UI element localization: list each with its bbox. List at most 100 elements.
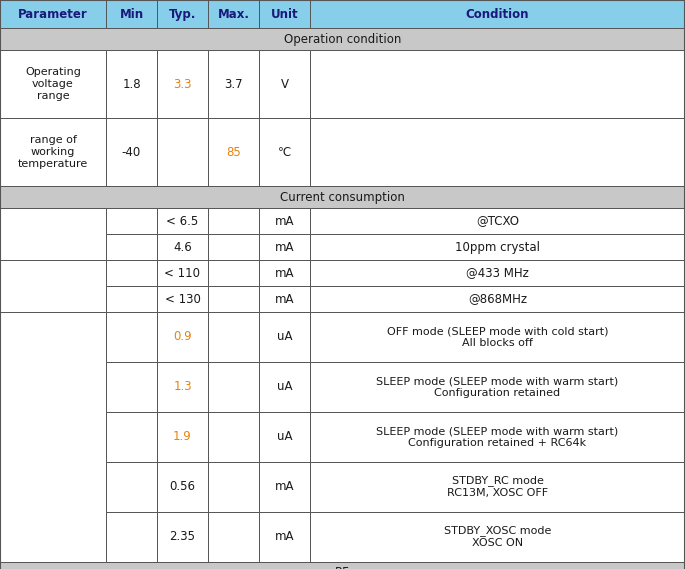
Bar [157, 234, 208, 260]
Text: Operating
voltage
range: Operating voltage range [25, 67, 81, 101]
Bar [208, 50, 259, 118]
Text: mA: mA [275, 480, 295, 493]
Text: 4.6: 4.6 [173, 241, 192, 254]
Bar [208, 362, 259, 412]
Bar [259, 462, 310, 512]
Bar [259, 412, 310, 462]
Bar [259, 234, 310, 260]
Bar [157, 208, 208, 234]
Bar [106, 512, 157, 562]
Text: Operation condition: Operation condition [284, 32, 401, 46]
Text: V: V [280, 77, 288, 90]
Text: @433 MHz: @433 MHz [466, 266, 529, 279]
Text: mA: mA [275, 530, 295, 543]
Bar [310, 286, 685, 312]
Bar [310, 50, 685, 118]
Bar [208, 208, 259, 234]
Text: < 6.5: < 6.5 [166, 215, 199, 228]
Bar [106, 234, 157, 260]
Text: -40: -40 [122, 146, 141, 159]
Bar [259, 362, 310, 412]
Text: ℃: ℃ [278, 146, 291, 159]
Text: @868MHz: @868MHz [468, 292, 527, 306]
Text: Sleep current: Sleep current [13, 431, 92, 443]
Text: STDBY_RC mode
RC13M, XOSC OFF: STDBY_RC mode RC13M, XOSC OFF [447, 476, 548, 498]
Bar [208, 462, 259, 512]
Text: SLEEP mode (SLEEP mode with warm start)
Configuration retained + RC64k: SLEEP mode (SLEEP mode with warm start) … [376, 426, 619, 448]
Text: mA: mA [275, 266, 295, 279]
Bar [259, 0, 310, 28]
Text: Max.: Max. [218, 7, 249, 20]
Text: 1.9: 1.9 [173, 431, 192, 443]
Bar [310, 512, 685, 562]
Text: range of
working
temperature: range of working temperature [18, 135, 88, 170]
Bar [0, 28, 685, 50]
Bar [157, 362, 208, 412]
Text: Condition: Condition [466, 7, 530, 20]
Text: 1.8: 1.8 [122, 77, 141, 90]
Text: Typ.: Typ. [169, 7, 196, 20]
Bar [106, 312, 157, 362]
Text: @TCXO: @TCXO [476, 215, 519, 228]
Bar [259, 118, 310, 186]
Bar [310, 362, 685, 412]
Text: SLEEP mode (SLEEP mode with warm start)
Configuration retained: SLEEP mode (SLEEP mode with warm start) … [376, 376, 619, 398]
Bar [0, 208, 106, 260]
Bar [310, 462, 685, 512]
Text: 1.3: 1.3 [173, 381, 192, 394]
Text: Unit: Unit [271, 7, 298, 20]
Bar [106, 286, 157, 312]
Bar [157, 286, 208, 312]
Bar [259, 50, 310, 118]
Text: 0.56: 0.56 [169, 480, 195, 493]
Text: TX current: TX current [22, 279, 84, 292]
Text: 85: 85 [226, 146, 241, 159]
Bar [106, 0, 157, 28]
Bar [106, 208, 157, 234]
Text: 3.7: 3.7 [224, 77, 242, 90]
Text: STDBY_XOSC mode
XOSC ON: STDBY_XOSC mode XOSC ON [444, 526, 551, 549]
Bar [259, 208, 310, 234]
Bar [157, 260, 208, 286]
Bar [0, 186, 685, 208]
Bar [157, 462, 208, 512]
Bar [157, 312, 208, 362]
Bar [310, 260, 685, 286]
Bar [259, 512, 310, 562]
Bar [310, 0, 685, 28]
Bar [157, 118, 208, 186]
Bar [208, 512, 259, 562]
Bar [157, 412, 208, 462]
Bar [0, 50, 106, 118]
Bar [106, 462, 157, 512]
Bar [106, 362, 157, 412]
Text: Min: Min [119, 7, 144, 20]
Bar [0, 0, 106, 28]
Text: uA: uA [277, 381, 292, 394]
Bar [208, 0, 259, 28]
Bar [259, 260, 310, 286]
Bar [310, 312, 685, 362]
Bar [208, 234, 259, 260]
Text: Current consumption: Current consumption [280, 191, 405, 204]
Bar [208, 260, 259, 286]
Bar [310, 208, 685, 234]
Bar [310, 234, 685, 260]
Bar [208, 312, 259, 362]
Text: Parameter: Parameter [18, 7, 88, 20]
Text: 10ppm crystal: 10ppm crystal [455, 241, 540, 254]
Bar [106, 412, 157, 462]
Text: mA: mA [275, 292, 295, 306]
Text: mA: mA [275, 241, 295, 254]
Text: 0.9: 0.9 [173, 331, 192, 344]
Bar [0, 118, 106, 186]
Bar [157, 512, 208, 562]
Bar [259, 286, 310, 312]
Bar [310, 412, 685, 462]
Text: RX current: RX current [22, 228, 84, 241]
Bar [106, 50, 157, 118]
Bar [208, 286, 259, 312]
Text: 3.3: 3.3 [173, 77, 192, 90]
Bar [0, 562, 685, 569]
Text: 2.35: 2.35 [169, 530, 195, 543]
